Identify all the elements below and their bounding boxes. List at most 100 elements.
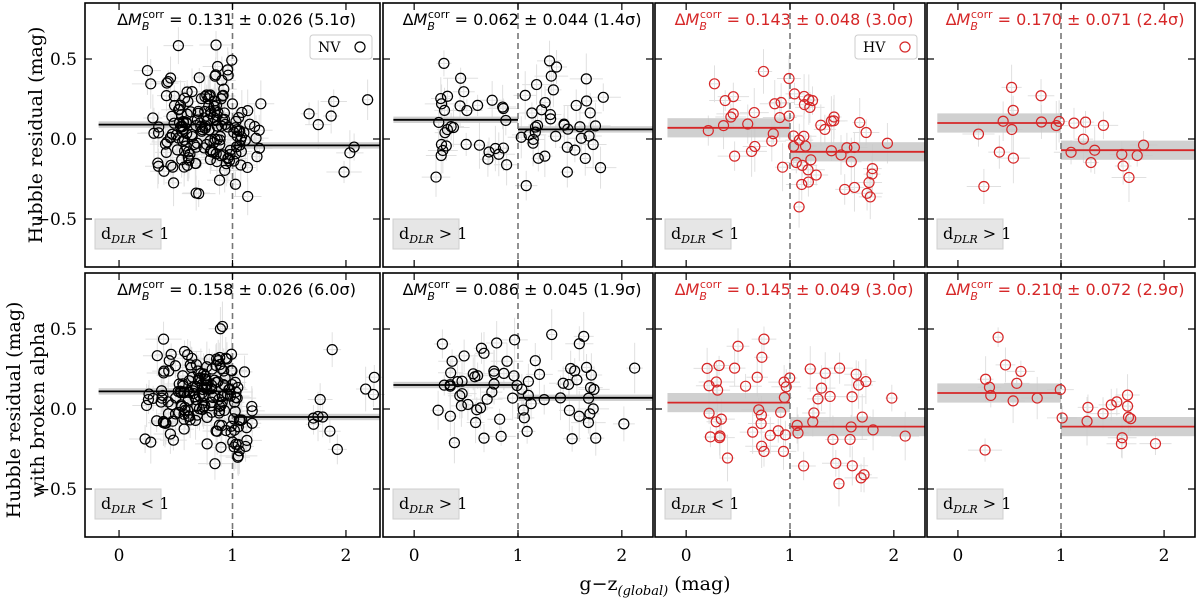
data-point (348, 141, 360, 153)
data-point (482, 153, 494, 165)
data-point (224, 148, 236, 161)
data-point (436, 338, 448, 350)
data-point (241, 161, 254, 174)
data-point (979, 444, 991, 456)
data-point (1116, 432, 1128, 444)
data-point (533, 368, 546, 380)
region-label-main: d (671, 494, 681, 513)
delta-m-symbol: Δ (946, 280, 957, 299)
data-point (181, 108, 193, 120)
data-point (216, 390, 228, 403)
delta-m-sub: B (142, 290, 150, 303)
panel-0-2: ΔMBcorr = 0.143 ± 0.048 (3.0σ) HV dDLR < 1 (654, 2, 926, 268)
region-label-op: < 1 (136, 224, 170, 243)
data-point (1005, 81, 1018, 93)
data-point (703, 380, 715, 392)
delta-m-symbol: Δ (117, 280, 128, 299)
data-point (226, 54, 238, 66)
data-point (1121, 389, 1134, 401)
data-point (582, 392, 595, 404)
x-axis-label: g−z(global) (mag) (579, 573, 730, 599)
delta-m-symbol: Δ (117, 10, 128, 29)
data-point (856, 411, 868, 423)
x-tick-label: 2 (888, 546, 899, 566)
data-point (232, 421, 244, 433)
data-point (145, 436, 157, 448)
data-point (491, 337, 503, 349)
data-point (209, 70, 221, 82)
data-point (583, 130, 595, 142)
data-point (525, 398, 537, 410)
data-point (545, 113, 557, 125)
panel-0-1: ΔMBcorr = 0.062 ± 0.044 (1.4σ) dDLR > 1 (382, 2, 654, 268)
data-point (178, 423, 190, 435)
data-point (1007, 395, 1019, 407)
data-point (164, 428, 176, 440)
data-point (236, 414, 248, 426)
data-point (758, 445, 770, 458)
data-point (190, 380, 203, 393)
data-point (177, 123, 189, 135)
data-point (324, 425, 336, 437)
delta-m-symbol: Δ (403, 280, 414, 299)
data-point (219, 372, 231, 384)
data-point (845, 421, 857, 433)
data-point (216, 320, 229, 333)
region-label-sub: DLR (408, 503, 433, 516)
data-point (362, 94, 374, 106)
data-point (203, 353, 215, 366)
delta-m-sub: B (970, 290, 978, 303)
data-point (141, 64, 154, 77)
data-point (775, 406, 787, 419)
data-point (145, 78, 157, 90)
data-point (177, 378, 189, 390)
data-point (561, 166, 573, 178)
x-axis-label-sub: (global) (618, 584, 669, 599)
data-point (155, 385, 168, 397)
region-label-box (936, 218, 1004, 250)
data-point (515, 131, 527, 143)
region-label-main: d (101, 494, 111, 513)
data-point (478, 432, 490, 444)
data-point (204, 153, 217, 166)
data-point (435, 138, 448, 151)
data-point (445, 367, 457, 379)
data-point (228, 424, 240, 436)
region-label-main: d (943, 494, 953, 513)
delta-m-sub: B (699, 20, 707, 33)
data-point (778, 376, 790, 388)
legend-marker (354, 41, 366, 53)
delta-m-annotation: ΔMBcorr = 0.170 ± 0.071 (2.4σ) (946, 8, 1185, 33)
delta-m-letter: M (414, 280, 428, 299)
data-point (194, 117, 206, 129)
data-point (767, 128, 779, 140)
data-point (174, 99, 187, 111)
data-point (1137, 139, 1150, 151)
data-point (162, 408, 175, 420)
data-point (173, 378, 185, 390)
data-point (227, 436, 239, 448)
region-label: dDLR > 1 (399, 494, 467, 516)
x-axis-label-unit: (mag) (668, 573, 730, 595)
data-point (864, 191, 876, 203)
data-point (751, 371, 763, 383)
data-point (792, 427, 804, 439)
data-points (701, 333, 911, 490)
data-point (742, 118, 754, 130)
data-point (702, 125, 714, 137)
data-point (219, 164, 231, 176)
region-label-main: d (399, 224, 409, 243)
data-point (501, 355, 513, 367)
data-point (444, 379, 456, 391)
data-point (216, 90, 228, 102)
data-point (778, 391, 790, 404)
delta-m-sup: corr (428, 278, 450, 291)
data-point (529, 121, 542, 133)
data-point (972, 128, 985, 140)
data-point (1117, 160, 1129, 172)
data-point (172, 40, 184, 52)
data-point (213, 174, 226, 186)
data-point (190, 359, 203, 371)
panel-0-0: 0.5 0.0 −0.5 ΔMBcorr = 0.131 ± 0.026 (5.1σ)… (36, 2, 381, 268)
data-point (200, 138, 213, 151)
